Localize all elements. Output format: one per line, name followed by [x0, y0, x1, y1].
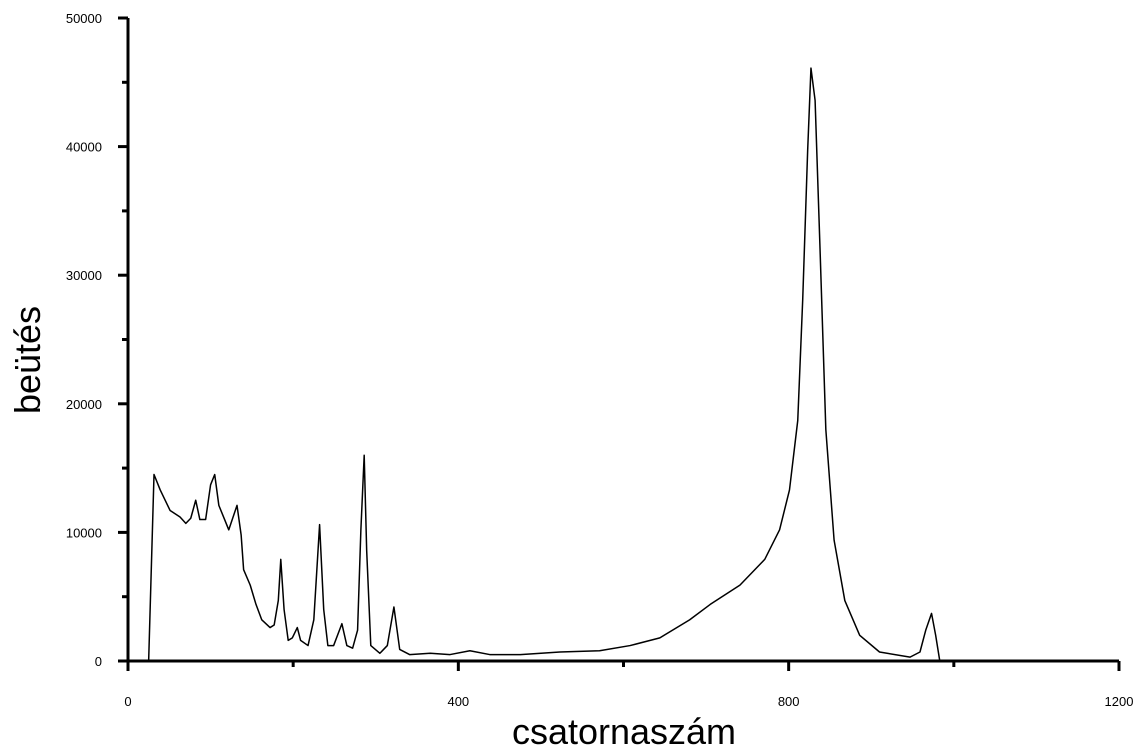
- spectrum-line: [147, 67, 941, 662]
- y-tick-label: 30000: [66, 268, 102, 283]
- y-axis-title: beütés: [7, 306, 48, 414]
- x-tick-label: 800: [778, 694, 800, 709]
- x-tick-label: 1200: [1105, 694, 1134, 709]
- x-axis-title: csatornaszám: [512, 711, 736, 749]
- y-tick-label: 10000: [66, 525, 102, 540]
- y-tick-label: 50000: [66, 11, 102, 26]
- y-tick-label: 20000: [66, 397, 102, 412]
- x-tick-label: 0: [124, 694, 131, 709]
- y-tick-label: 0: [95, 654, 102, 669]
- y-tick-label: 40000: [66, 140, 102, 155]
- x-tick-label: 400: [447, 694, 469, 709]
